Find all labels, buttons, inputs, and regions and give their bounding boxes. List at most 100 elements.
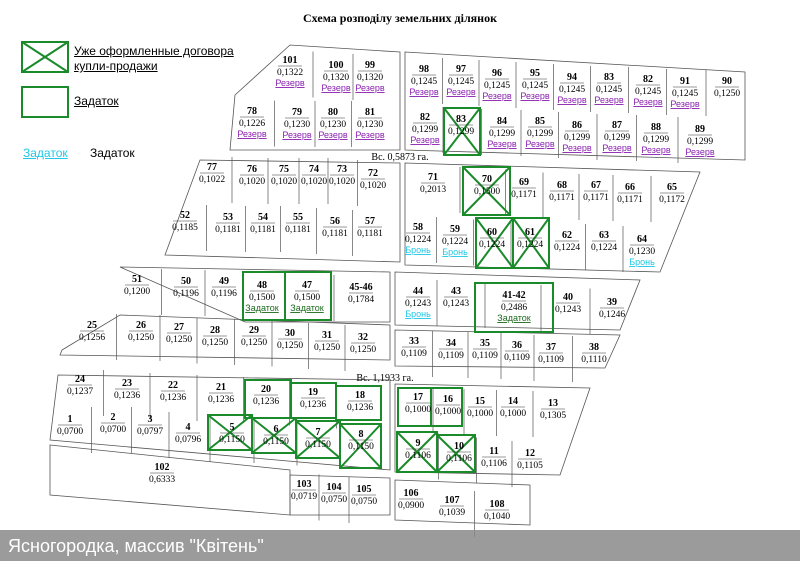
plot-area: 0,1236 bbox=[114, 391, 140, 401]
plot-area: 0,1150 bbox=[219, 435, 245, 445]
plot-number: 13 bbox=[548, 398, 558, 409]
plot-number: 16 bbox=[443, 394, 453, 405]
plot-number: 65 bbox=[667, 182, 677, 193]
plot-status[interactable]: Резерв bbox=[594, 95, 623, 105]
plot-number: 19 bbox=[308, 387, 318, 398]
plot-status[interactable]: Бронь bbox=[442, 247, 468, 257]
block bbox=[289, 474, 391, 516]
plot-number: 63 bbox=[599, 230, 609, 241]
plot-status[interactable]: Резерв bbox=[482, 91, 511, 101]
plot-number: 98 bbox=[419, 64, 429, 75]
plot-status[interactable]: Резерв bbox=[409, 87, 438, 97]
plot-area: 0,1237 bbox=[67, 387, 93, 397]
plot-number: 85 bbox=[535, 116, 545, 127]
plot-status[interactable]: Резерв bbox=[520, 91, 549, 101]
plot-number: 4 bbox=[186, 422, 191, 433]
plot-status[interactable]: Резерв bbox=[410, 135, 439, 145]
plot-area: 0,1236 bbox=[347, 403, 373, 413]
plot-area: 0,1245 bbox=[672, 89, 698, 99]
plot-number: 34 bbox=[446, 338, 456, 349]
plot-status[interactable]: Задаток bbox=[497, 313, 531, 323]
block bbox=[164, 159, 401, 263]
plot-area: 0,1181 bbox=[285, 225, 311, 235]
plot-area: 0,1236 bbox=[300, 400, 326, 410]
plot-area: 0,1320 bbox=[323, 73, 349, 83]
plot-number: 103 bbox=[297, 479, 312, 490]
plot-area: 0,1299 bbox=[527, 129, 553, 139]
plot-area: 0,2486 bbox=[501, 303, 527, 313]
plot-number: 9 bbox=[416, 438, 421, 449]
plot-number: 58 bbox=[413, 222, 423, 233]
plot-area: 0,0796 bbox=[175, 435, 201, 445]
plot-area: 0,1320 bbox=[357, 73, 383, 83]
plot-number: 82 bbox=[643, 74, 653, 85]
plot-area: 0,1784 bbox=[348, 295, 374, 305]
plot-status[interactable]: Резерв bbox=[562, 143, 591, 153]
plot-number: 12 bbox=[525, 448, 535, 459]
block bbox=[394, 479, 531, 526]
plot-dividers bbox=[91, 51, 707, 537]
plot-status[interactable]: Задаток bbox=[290, 303, 324, 313]
plot-area: 0,1299 bbox=[687, 137, 713, 147]
link[interactable]: Задаток bbox=[23, 146, 68, 160]
plot-area: 0,1226 bbox=[239, 119, 265, 129]
plot-status[interactable]: Бронь bbox=[405, 245, 431, 255]
plot-area: 0,1106 bbox=[446, 454, 472, 464]
plot-area: 0,0719 bbox=[291, 492, 317, 502]
plot-number: 44 bbox=[413, 286, 423, 297]
plot-status[interactable]: Бронь bbox=[629, 257, 655, 267]
contract-cross bbox=[251, 417, 297, 454]
plot-area: 0,1224 bbox=[517, 240, 543, 250]
plot-number: 32 bbox=[358, 332, 368, 343]
plot-area: 0,1250 bbox=[714, 89, 740, 99]
plot-status[interactable]: Резерв bbox=[525, 139, 554, 149]
plot-number: 51 bbox=[132, 274, 142, 285]
plot-status[interactable]: Резерв bbox=[633, 97, 662, 107]
plot-number: 20 bbox=[261, 384, 271, 395]
plot-status[interactable]: Резерв bbox=[685, 147, 714, 157]
plot-number: 71 bbox=[428, 172, 438, 183]
plot-area: 0,1224 bbox=[591, 243, 617, 253]
plot-status[interactable]: Бронь bbox=[405, 309, 431, 319]
contract-cross bbox=[436, 434, 476, 473]
plot-number: 26 bbox=[136, 320, 146, 331]
plot-number: 99 bbox=[365, 60, 375, 71]
plot-status[interactable]: Резерв bbox=[557, 95, 586, 105]
block bbox=[404, 51, 746, 161]
plot-status[interactable]: Резерв bbox=[487, 139, 516, 149]
plot-area: 0,1299 bbox=[448, 127, 474, 137]
plot-area: 0,1020 bbox=[271, 177, 297, 187]
plot-number: 61 bbox=[525, 227, 535, 238]
plot-area: 0,1171 bbox=[617, 195, 643, 205]
road-label: Вс. 0,5873 га. bbox=[371, 152, 428, 163]
plot-number: 70 bbox=[482, 174, 492, 185]
plot-status[interactable]: Задаток bbox=[245, 303, 279, 313]
plot-status[interactable]: Резерв bbox=[355, 83, 384, 93]
plot-area: 0,1000 bbox=[500, 409, 526, 419]
plot-status[interactable]: Резерв bbox=[275, 78, 304, 88]
plot-status[interactable]: Резерв bbox=[282, 130, 311, 140]
contract-cross bbox=[462, 166, 511, 216]
plot-area: 0,1243 bbox=[405, 299, 431, 309]
block bbox=[119, 266, 391, 323]
plot-area: 0,1181 bbox=[250, 225, 276, 235]
plot-status[interactable]: Резерв bbox=[318, 130, 347, 140]
plot-status[interactable]: Резерв bbox=[355, 130, 384, 140]
plot-number: 40 bbox=[563, 292, 573, 303]
plot-area: 0,1299 bbox=[604, 133, 630, 143]
status-boxes bbox=[207, 107, 554, 473]
plot-status[interactable]: Резерв bbox=[670, 99, 699, 109]
plot-status[interactable]: Резерв bbox=[237, 129, 266, 139]
plot-status[interactable]: Резерв bbox=[641, 145, 670, 155]
plot-area: 0,0900 bbox=[398, 501, 424, 511]
plot-status[interactable]: Резерв bbox=[602, 143, 631, 153]
plot-number: 36 bbox=[512, 340, 522, 351]
plot-area: 0,1200 bbox=[124, 287, 150, 297]
plot-area: 0,1236 bbox=[208, 395, 234, 405]
plot-number: 27 bbox=[174, 322, 184, 333]
contract-box bbox=[443, 107, 481, 156]
plot-status[interactable]: Резерв bbox=[446, 87, 475, 97]
plot-status[interactable]: Резерв bbox=[321, 83, 350, 93]
block bbox=[49, 374, 391, 471]
